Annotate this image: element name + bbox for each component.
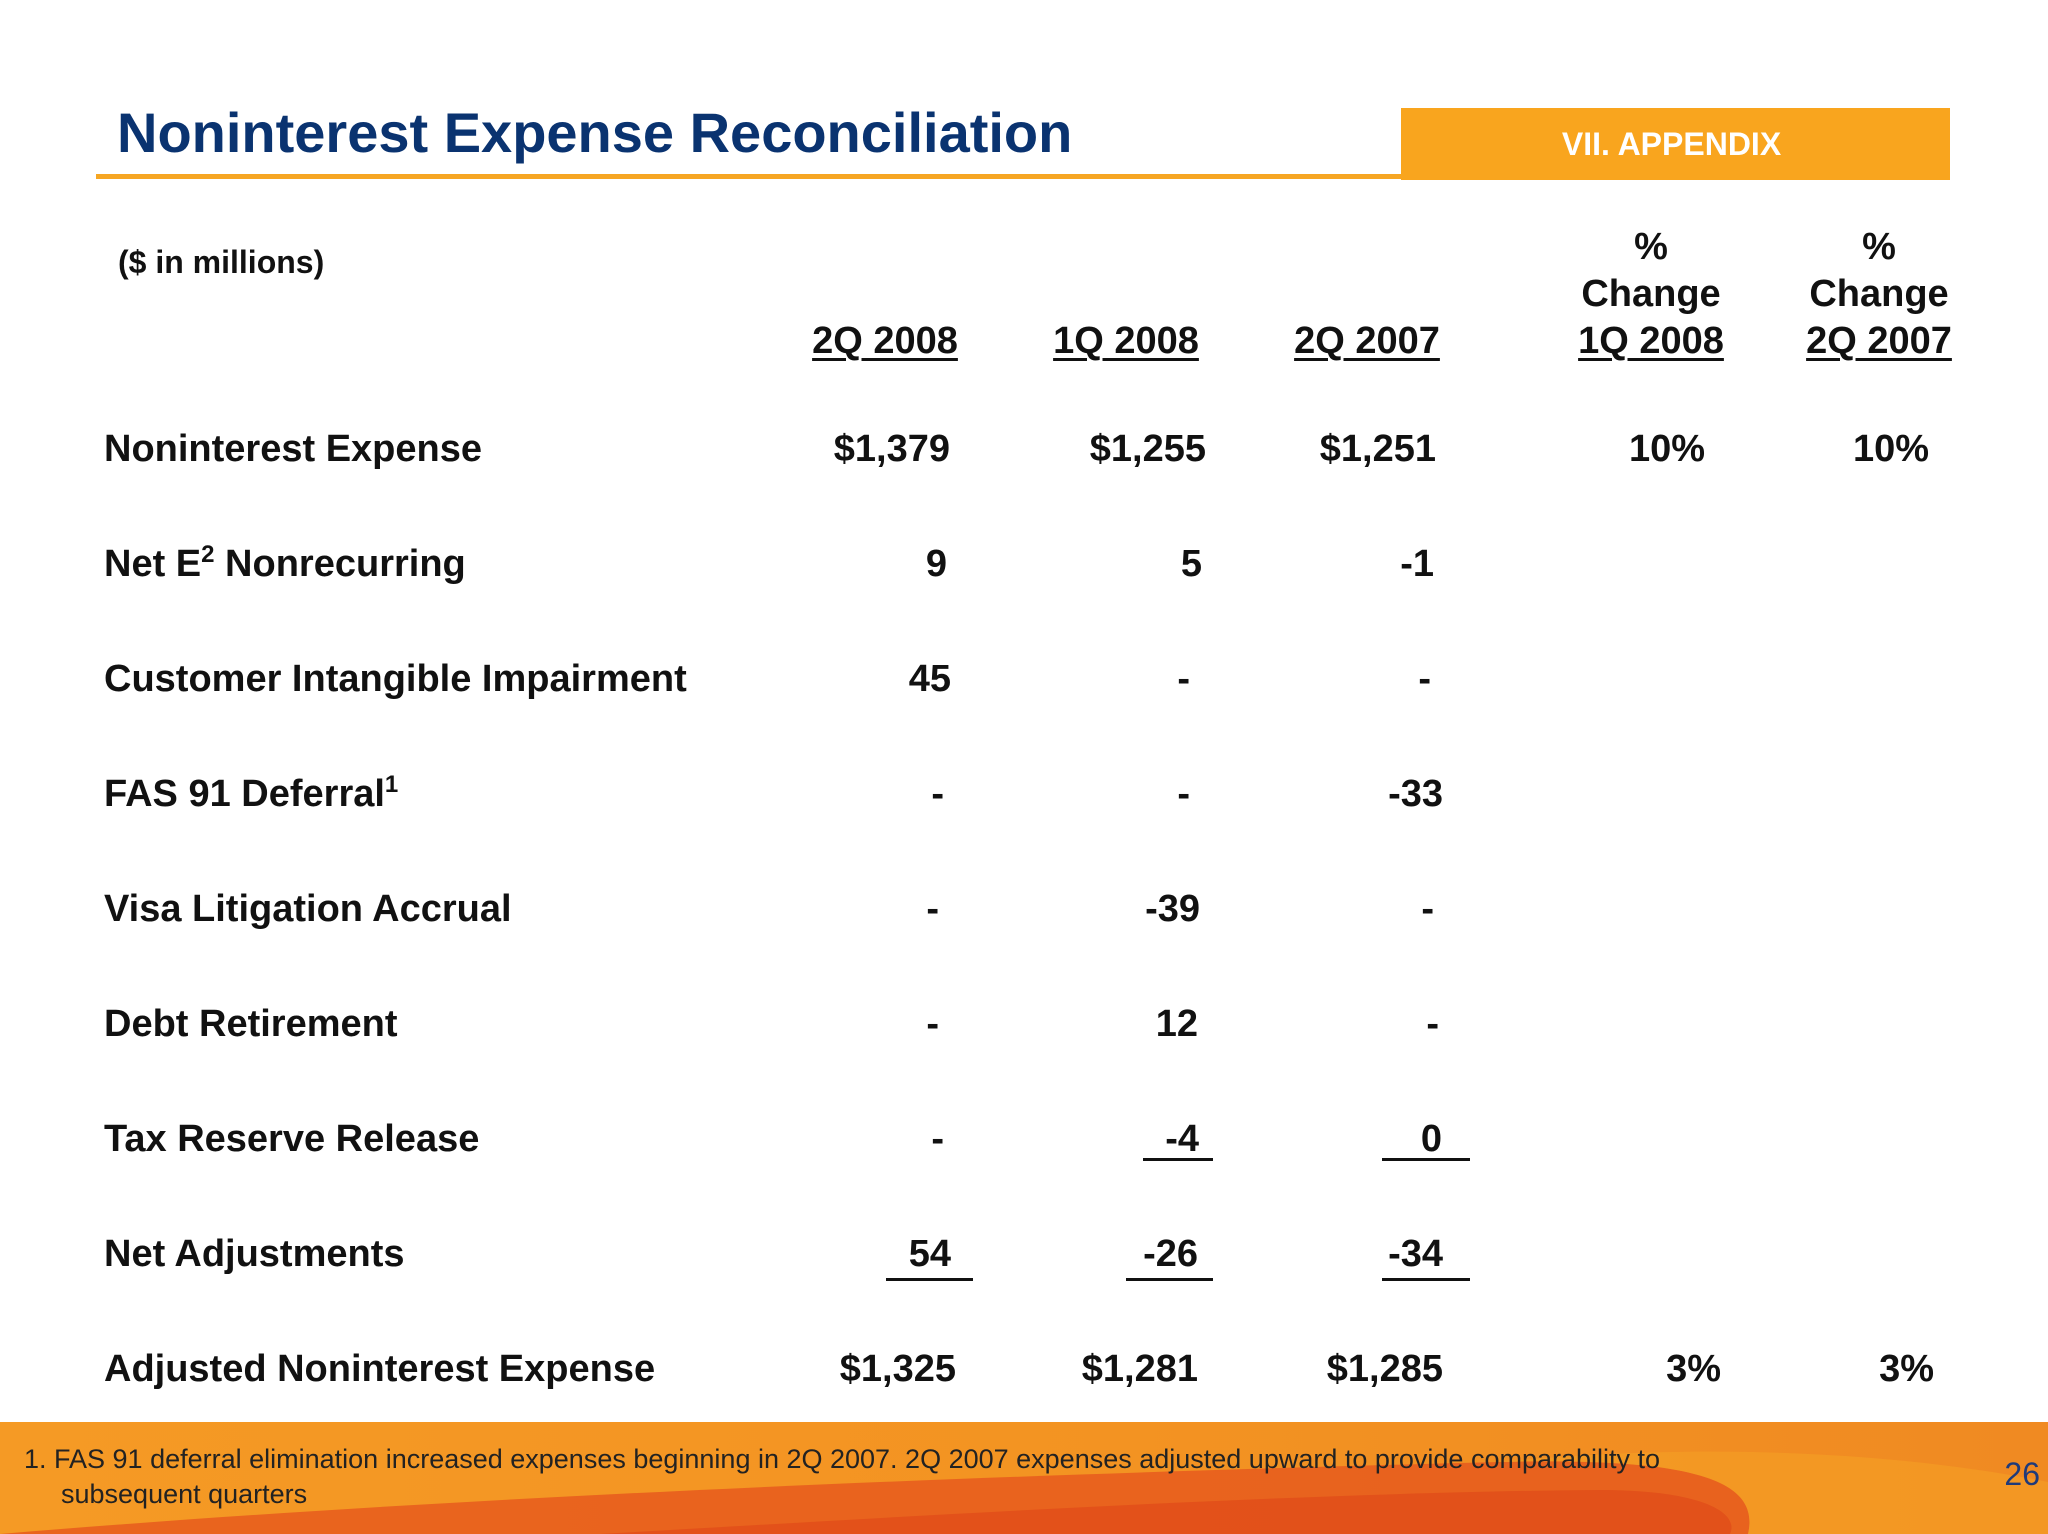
column-header-label: 1Q 2008 [1578,320,1724,362]
footnote-line: 1. FAS 91 deferral elimination increased… [24,1444,1661,1474]
row-label-text: Nonrecurring [214,543,466,585]
footer-swoosh-graphic [0,1451,2048,1534]
units-note: ($ in millions) [118,244,325,280]
row-label-visa-litigation-accrual: Visa Litigation Accrual [104,888,512,930]
row-label-text: FAS 91 Deferral [104,773,385,815]
row-label-tax-reserve-release: Tax Reserve Release [104,1118,480,1160]
table-cell: 9 [925,543,947,585]
row-label-fas-91-deferral: FAS 91 Deferral1 [104,771,399,816]
column-header-2q-2008: 2Q 2008 [800,318,970,365]
table-cell: - [931,1118,944,1160]
column-header-label: 2Q 2007 [1294,320,1440,362]
column-header-2q-2007: 2Q 2007 [1282,318,1452,365]
table-cell: $1,251 [1319,428,1436,470]
table-cell: -26 [1143,1233,1198,1275]
column-header-change-1q-2008: % Change 1Q 2008 [1566,224,1736,365]
column-header-label: 2Q 2007 [1806,320,1952,362]
column-header-change-2q-2007: % Change 2Q 2007 [1794,224,1964,365]
row-label-net-adjustments: Net Adjustments [104,1233,405,1275]
table-cell: - [1418,658,1431,700]
table-cell: -33 [1388,773,1443,815]
table-cell: - [1421,888,1434,930]
column-header-percent: % [1862,226,1896,268]
column-header-change: Change [1809,273,1949,315]
title-underline [96,174,1401,179]
table-cell: - [1426,1003,1439,1045]
table-cell: $1,255 [1089,428,1206,470]
column-header-1q-2008: 1Q 2008 [1041,318,1211,365]
table-cell: 54 [908,1233,951,1275]
section-label: VII. APPENDIX [1561,125,1782,162]
table-cell: 45 [908,658,951,700]
row-label-customer-intangible-impairment: Customer Intangible Impairment [104,658,687,700]
row-label-text: Net E [104,543,202,585]
page-number: 26 [2004,1456,2040,1492]
column-header-label: 1Q 2008 [1053,320,1199,362]
table-cell: - [1177,658,1190,700]
row-label-net-e2-nonrecurring: Net E2 Nonrecurring [104,541,466,586]
table-cell: - [931,773,944,815]
table-cell: $1,325 [839,1348,956,1390]
table-cell: 3% [1666,1348,1721,1390]
footnote: 1. FAS 91 deferral elimination increased… [24,1442,1784,1512]
table-cell: 12 [1155,1003,1198,1045]
slide-title: Noninterest Expense Reconciliation [117,101,1073,164]
subtotal-rule [886,1278,973,1281]
column-header-label: 2Q 2008 [812,320,958,362]
table-cell: - [926,1003,939,1045]
row-label-debt-retirement: Debt Retirement [104,1003,398,1045]
table-cell: 0 [1420,1118,1442,1160]
subtotal-rule [1382,1278,1470,1281]
footer-band [0,1422,2048,1534]
footer-swoosh-edge [1500,1451,2048,1534]
table-cell: - [1177,773,1190,815]
table-cell: -1 [1400,543,1434,585]
table-cell: 10% [1628,428,1705,470]
subtotal-rule [1382,1158,1470,1161]
table-cell: -34 [1388,1233,1443,1275]
footer-swoosh-light [600,1490,1732,1534]
column-header-change: Change [1581,273,1721,315]
section-tab: VII. APPENDIX [1401,108,1950,180]
footnote-marker: 1 [384,771,399,798]
footnote-line: subsequent quarters [61,1479,308,1509]
column-header-percent: % [1634,226,1668,268]
superscript: 2 [201,541,215,568]
table-cell: $1,379 [833,428,950,470]
table-cell: -4 [1165,1118,1199,1160]
subtotal-rule [1143,1158,1213,1161]
table-cell: 3% [1879,1348,1934,1390]
table-cell: $1,285 [1326,1348,1443,1390]
table-cell: - [926,888,939,930]
table-cell: 5 [1180,543,1202,585]
row-label-noninterest-expense: Noninterest Expense [104,428,482,470]
table-cell: 10% [1852,428,1929,470]
table-cell: $1,281 [1081,1348,1198,1390]
table-cell: -39 [1145,888,1200,930]
row-label-adjusted-noninterest-expense: Adjusted Noninterest Expense [104,1348,656,1390]
subtotal-rule [1126,1278,1213,1281]
